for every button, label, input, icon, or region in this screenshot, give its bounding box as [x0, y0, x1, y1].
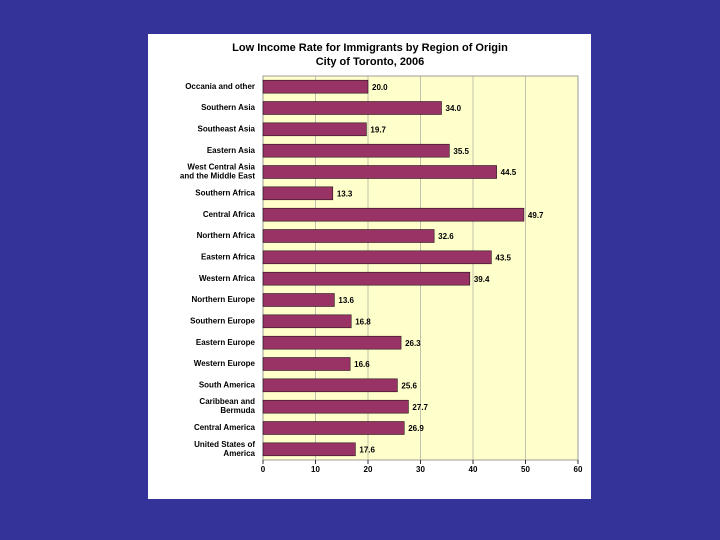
bar	[262, 421, 405, 435]
y-tick-label: Central America	[194, 423, 256, 432]
y-tick-label: Occania and other	[185, 82, 255, 91]
y-tick-label: United States of America	[194, 440, 255, 458]
x-tick-label: 50	[521, 465, 530, 474]
y-tick-label: Central Africa	[203, 210, 256, 219]
y-tick-label: Eastern Asia	[207, 146, 256, 155]
data-label: 16.8	[355, 317, 371, 326]
data-label: 19.7	[370, 125, 386, 134]
data-label: 25.6	[401, 381, 417, 390]
data-label: 43.5	[495, 253, 511, 262]
data-label: 17.6	[359, 445, 375, 454]
x-tick-label: 30	[416, 465, 425, 474]
bar	[262, 101, 442, 115]
x-tick-label: 40	[469, 465, 478, 474]
y-tick-label: Southern Africa	[195, 188, 255, 197]
bar	[262, 79, 369, 94]
data-label: 16.6	[354, 360, 370, 369]
y-tick-label: Western Africa	[199, 274, 256, 283]
data-label: 35.5	[453, 147, 469, 156]
y-tick-label: South America	[199, 380, 256, 389]
y-tick-label: Southeast Asia	[198, 124, 256, 133]
bar	[262, 229, 435, 243]
bar	[262, 399, 409, 414]
y-tick-label: Northern Europe	[191, 295, 255, 304]
y-tick-label: Eastern Europe	[196, 338, 256, 347]
bar	[262, 357, 351, 371]
bar	[262, 250, 492, 265]
data-label: 20.0	[372, 83, 388, 92]
x-tick-label: 60	[574, 465, 583, 474]
y-tick-label: Western Europe	[194, 359, 256, 368]
data-label: 34.0	[446, 104, 462, 113]
y-tick-label: Caribbean and Bermuda	[199, 397, 255, 415]
y-tick-label: West Central Asia and the Middle East	[180, 163, 256, 181]
chart-subtitle: City of Toronto, 2006	[316, 56, 425, 68]
data-label: 39.4	[474, 275, 490, 284]
x-tick-label: 10	[311, 465, 320, 474]
data-label: 44.5	[501, 168, 517, 177]
data-label: 13.6	[338, 296, 354, 305]
data-label: 26.3	[405, 339, 421, 348]
bar	[262, 271, 471, 286]
chart-title: Low Income Rate for Immigrants by Region…	[232, 42, 508, 54]
bar	[262, 314, 352, 329]
bar	[262, 335, 402, 350]
x-tick-label: 0	[261, 465, 266, 474]
x-tick-label: 20	[364, 465, 373, 474]
y-tick-label: Eastern Africa	[201, 252, 256, 261]
bar	[262, 165, 497, 179]
data-label: 49.7	[528, 211, 544, 220]
y-tick-label: Southern Asia	[201, 103, 255, 112]
data-label: 32.6	[438, 232, 454, 241]
bar	[262, 143, 450, 158]
y-tick-label: Northern Africa	[197, 231, 256, 240]
bar	[262, 122, 367, 137]
data-label: 13.3	[337, 189, 353, 198]
data-label: 27.7	[412, 403, 428, 412]
bar	[262, 207, 525, 222]
y-tick-label: Southern Europe	[190, 316, 255, 325]
data-label: 26.9	[408, 424, 424, 433]
bar	[262, 378, 398, 393]
bar	[262, 442, 356, 457]
bar	[262, 186, 334, 201]
bar	[262, 293, 335, 307]
